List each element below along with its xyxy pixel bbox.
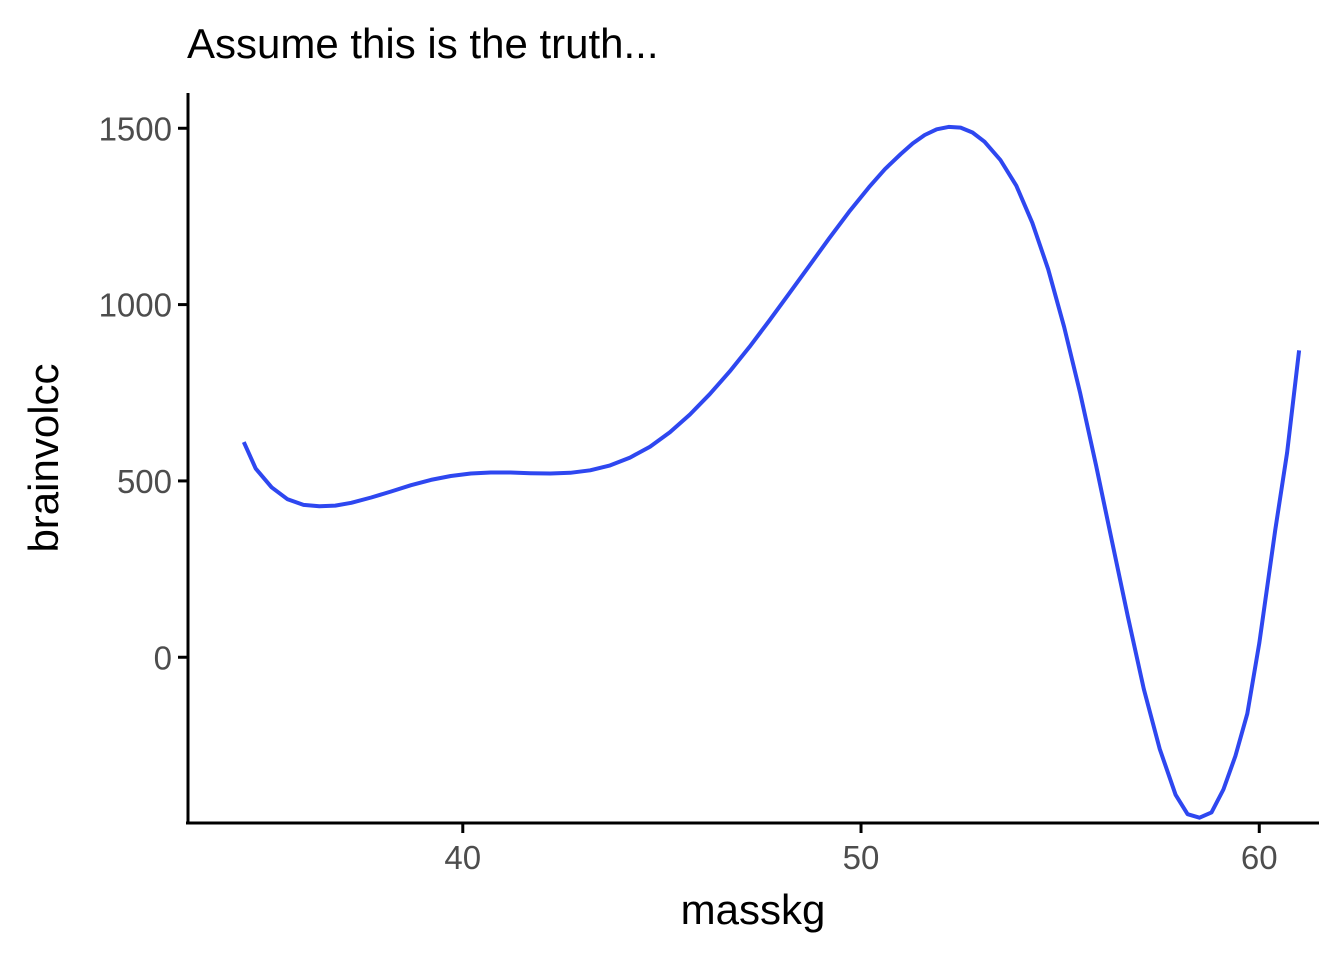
y-tick-label: 1500 — [99, 110, 172, 147]
x-tick-label: 50 — [843, 839, 880, 876]
x-axis-title: masskg — [681, 886, 826, 933]
chart-title: Assume this is the truth... — [187, 20, 659, 67]
y-tick-label: 500 — [117, 463, 172, 500]
x-axis-ticks: 40 50 60 — [444, 823, 1278, 876]
y-tick-label: 1000 — [99, 287, 172, 324]
y-axis-ticks: 0 500 1000 1500 — [99, 110, 188, 676]
y-axis-title: brainvolcc — [20, 363, 67, 552]
y-tick-label: 0 — [154, 639, 172, 676]
series-line — [241, 124, 1302, 820]
x-tick-label: 40 — [444, 839, 481, 876]
x-tick-label: 60 — [1241, 839, 1278, 876]
series-layer — [241, 124, 1302, 820]
